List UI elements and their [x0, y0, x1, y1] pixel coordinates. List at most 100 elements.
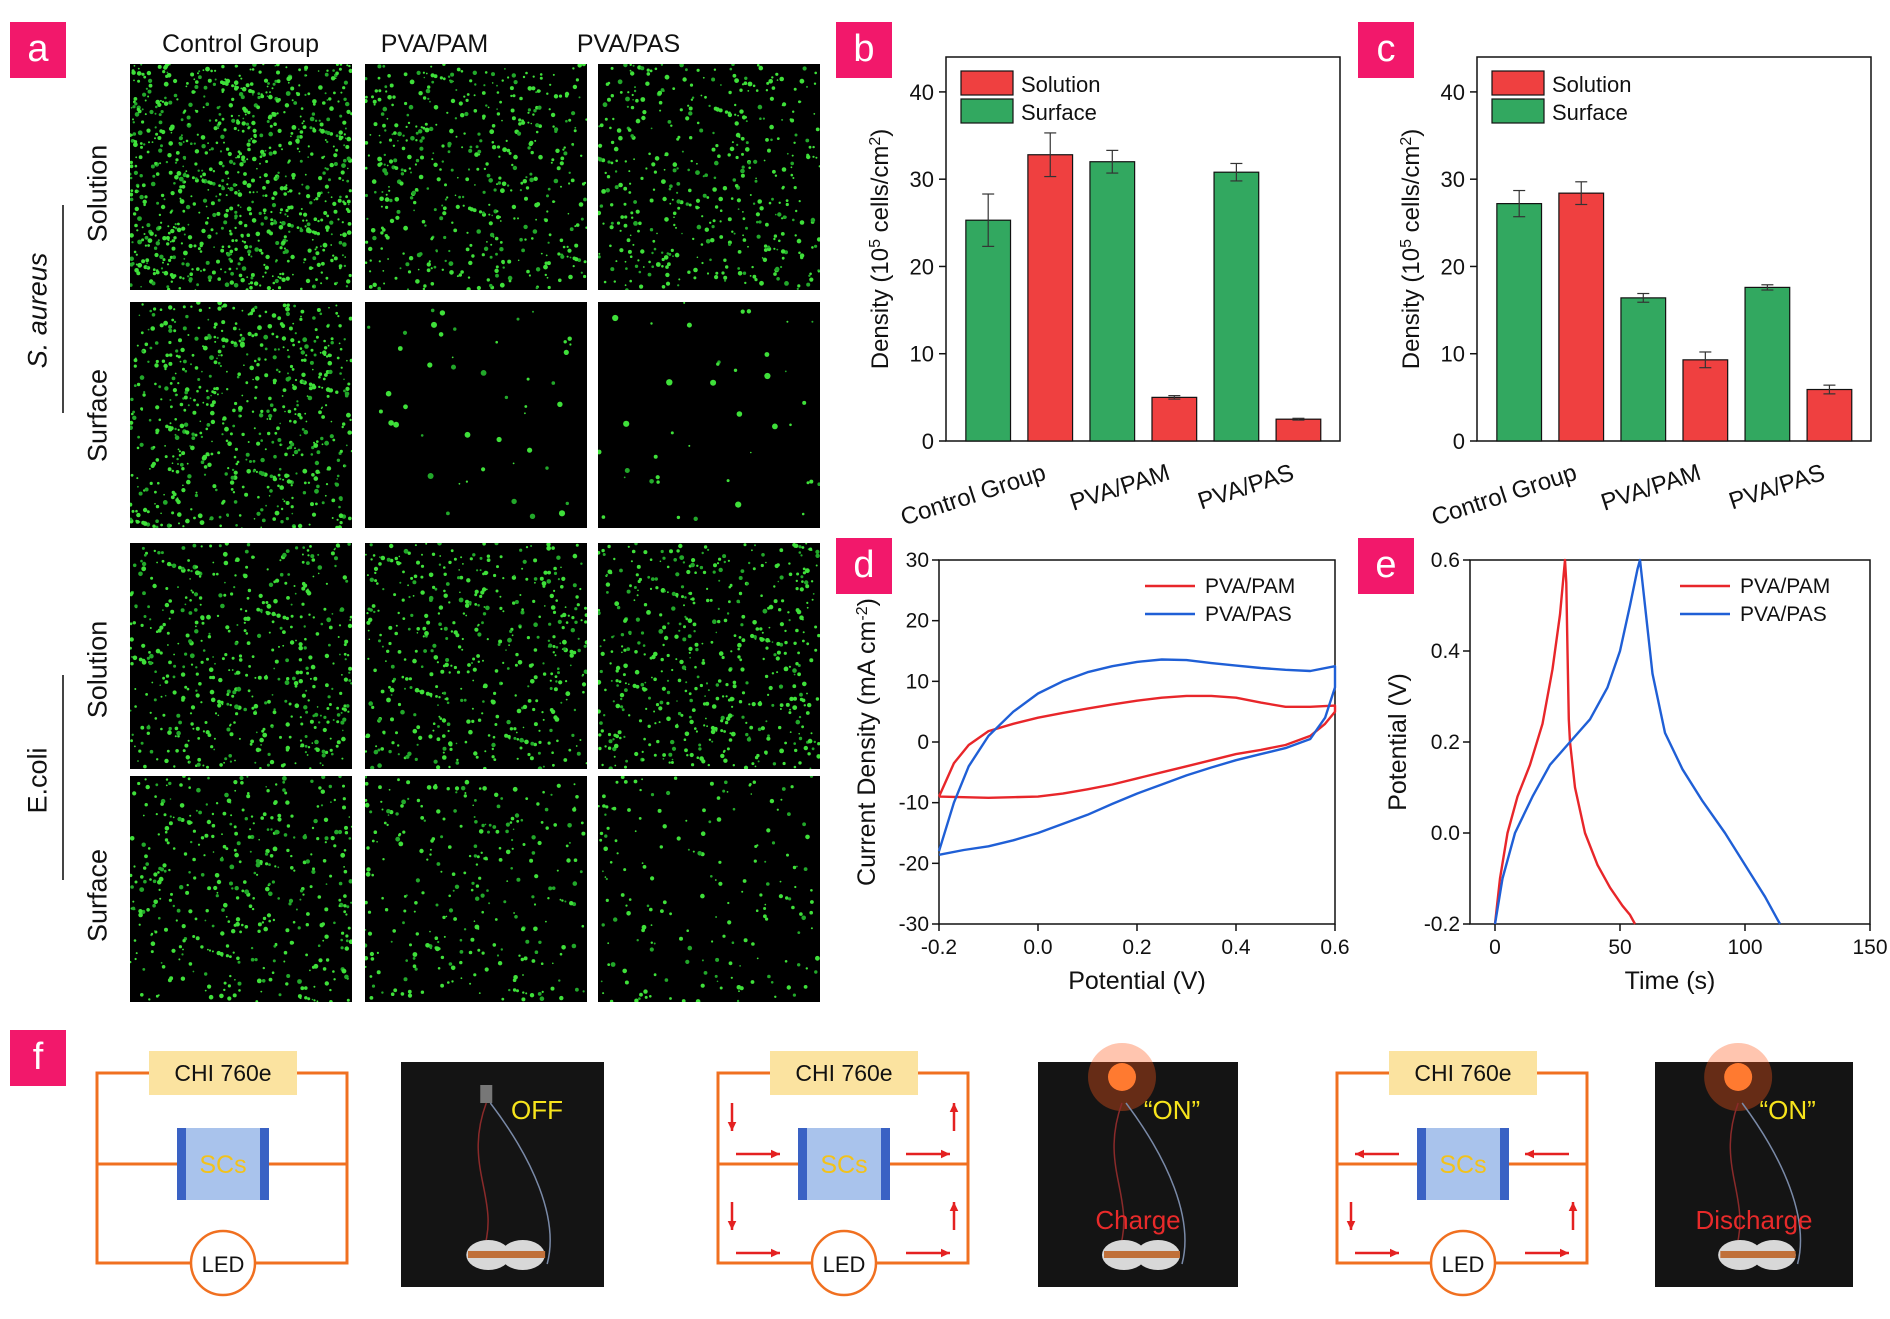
micrograph-r1-c2 [365, 64, 587, 290]
circuit-layer: CHI 760e SCs LED OFF CHI 760e SCs LED “ON” Charg… [95, 1043, 1853, 1297]
circuit-1-load-label: LED [823, 1252, 866, 1277]
chart-c-ytick-label-2: 20 [1441, 254, 1465, 279]
chart-c-ytick-label-0: 0 [1453, 429, 1465, 454]
chart-d-xtick-label-1: 0.0 [1023, 936, 1052, 959]
chart-b-ytick-label-3: 30 [910, 167, 934, 192]
chart-c-bar-3 [1682, 359, 1729, 442]
micrograph-r3-c1 [130, 543, 352, 769]
chart-e-series-pva-pam [1493, 558, 1637, 925]
chart-b-bar-0 [965, 219, 1012, 442]
chart-e-ylabel: Potential (V) [1384, 673, 1412, 811]
circuit-2-device-electrode-left [1417, 1128, 1426, 1200]
chart-c-frame [1476, 56, 1872, 442]
chart-c-category-label-0: Control Group [1428, 459, 1580, 531]
chart-c-bar-0 [1496, 203, 1543, 442]
circuit-2-arrow-head-5 [1560, 1248, 1569, 1258]
chart-d-ytick-label-3: 0 [917, 731, 929, 754]
circuit-1-instrument-box [770, 1051, 918, 1095]
micrograph-r1-c3 [598, 64, 820, 290]
chart-b-legend-label-surface: Surface [1021, 100, 1097, 125]
led-photo-1-wire-blue [1125, 1102, 1186, 1265]
chart-d-series-pva-pas [937, 658, 1337, 856]
chart-c-category-label-2: PVA/PAS [1726, 459, 1829, 515]
circuit-1-device-electrode-left [798, 1128, 807, 1200]
chart-e-ytick-label-0: -0.2 [1424, 913, 1460, 936]
micrograph-r4-c2 [365, 776, 587, 1002]
led-photo-2-copper-strip [1720, 1251, 1796, 1258]
chart-b-legend-swatch-surface [960, 98, 1014, 124]
led-photo-2-glow-inner [1724, 1063, 1753, 1091]
led-photo-0: OFF [401, 1062, 604, 1287]
chart-e: 0 50 100 150 -0.2 0.0 0.2 0.4 0.6 PVA/PAM PVA/PAS T… [1384, 549, 1888, 995]
chart-b-ytick-label-1: 10 [910, 342, 934, 367]
panel-b-label: b [836, 22, 892, 78]
chart-e-xtick-label-1: 50 [1608, 936, 1631, 959]
chart-d-ytick-label-2: -10 [899, 792, 929, 815]
chart-d: -0.2 0.0 0.2 0.4 0.6 -30 -20 -10 0 10 20 30 PVA/PAM P… [853, 549, 1350, 995]
circuit-2-device-body [1421, 1128, 1505, 1200]
led-photo-2-wire-red [1729, 1102, 1741, 1255]
group-divider-s-aureus [62, 205, 64, 413]
chart-b-category-label-2: PVA/PAS [1195, 459, 1298, 515]
chart-d-xtick-label-2: 0.2 [1122, 936, 1151, 959]
led-photo-2-status-text: “ON” [1759, 1095, 1815, 1125]
circuit-1-arrow-head-3 [949, 1202, 959, 1211]
chart-c-ytick-label-3: 30 [1441, 167, 1465, 192]
chart-c-legend-swatch-surface [1491, 98, 1545, 124]
panel-a-label: a [10, 22, 66, 78]
panel-c-label: c [1358, 22, 1414, 78]
led-photo-1-copper-strip [1104, 1251, 1180, 1258]
chart-b-ylabel: Density (105 cells/cm2) [867, 129, 895, 370]
circuit-0-load-label: LED [202, 1252, 245, 1277]
micrograph-r4-c3 [598, 776, 820, 1002]
circuit-diagram-2: CHI 760e SCs LED [1335, 1051, 1589, 1297]
circuit-1-device-label: SCs [820, 1151, 867, 1179]
chart-d-xtick-label-4: 0.6 [1320, 936, 1349, 959]
chart-d-legend-label-0: PVA/PAM [1205, 575, 1295, 598]
chart-d-ytick-label-4: 10 [906, 670, 929, 693]
circuit-2-arrow-head-4 [1390, 1248, 1399, 1258]
chart-b-ytick-label-2: 20 [910, 254, 934, 279]
led-photo-2: “ON” Discharge [1655, 1043, 1853, 1287]
circuit-diagram-0: CHI 760e SCs LED [95, 1051, 349, 1297]
chart-b-bar-5 [1275, 418, 1322, 442]
chart-c-legend-label-surface: Surface [1552, 100, 1628, 125]
chart-b-ytick-label-4: 40 [910, 80, 934, 105]
chart-c-ylabel: Density (105 cells/cm2) [1398, 129, 1426, 370]
chart-d-xtick-label-0: -0.2 [921, 936, 957, 959]
column-header-pva-pam: PVA/PAM [380, 30, 489, 58]
circuit-2-arrow-head-0 [1355, 1149, 1364, 1159]
led-photo-1-status-text: “ON” [1144, 1095, 1200, 1125]
chart-e-series-pva-pas [1493, 558, 1782, 925]
circuit-1-arrow-head-7 [941, 1248, 950, 1258]
micrograph-r2-c3 [598, 302, 820, 528]
circuit-2-device-electrode-right [1500, 1128, 1509, 1200]
chart-c-bar-2 [1620, 297, 1667, 442]
circuit-2-load-circle [1429, 1229, 1497, 1297]
circuit-2-arrow-head-2 [1346, 1221, 1356, 1230]
led-photo-1: “ON” Charge [1038, 1043, 1238, 1287]
chart-b-frame [945, 56, 1341, 442]
led-photo-0-wire-red [477, 1102, 489, 1255]
column-header-control: Control Group [161, 30, 320, 58]
chart-c-category-label-1: PVA/PAM [1598, 459, 1704, 517]
chart-e-legend-label-0: PVA/PAM [1740, 575, 1830, 598]
micrograph-r4-c1 [130, 776, 352, 1002]
micrograph-r2-c2 [365, 302, 587, 528]
chart-d-ytick-label-1: -20 [899, 852, 929, 875]
circuit-0-device-electrode-right [260, 1128, 269, 1200]
chart-c: 0 10 20 30 40 Control Group PVA/PAM PVA/PAS Solu… [1398, 56, 1872, 531]
micrograph-r2-c1 [130, 302, 352, 528]
chart-b-legend-swatch-solution [960, 70, 1014, 96]
chart-e-xtick-label-3: 150 [1852, 936, 1887, 959]
chart-d-ylabel: Current Density (mA cm-2) [853, 598, 881, 886]
panel-f-label: f [10, 1030, 66, 1086]
circuit-0-load-circle [189, 1229, 257, 1297]
circuit-2-arrow-head-1 [1525, 1149, 1534, 1159]
micrograph-r3-c2 [365, 543, 587, 769]
chart-d-ytick-label-5: 20 [906, 610, 929, 633]
circuit-1-arrow-head-0 [727, 1122, 737, 1131]
led-photo-0-wire-blue [489, 1102, 551, 1265]
chart-b-bar-4 [1213, 171, 1260, 442]
chart-c-bar-1 [1558, 192, 1605, 442]
